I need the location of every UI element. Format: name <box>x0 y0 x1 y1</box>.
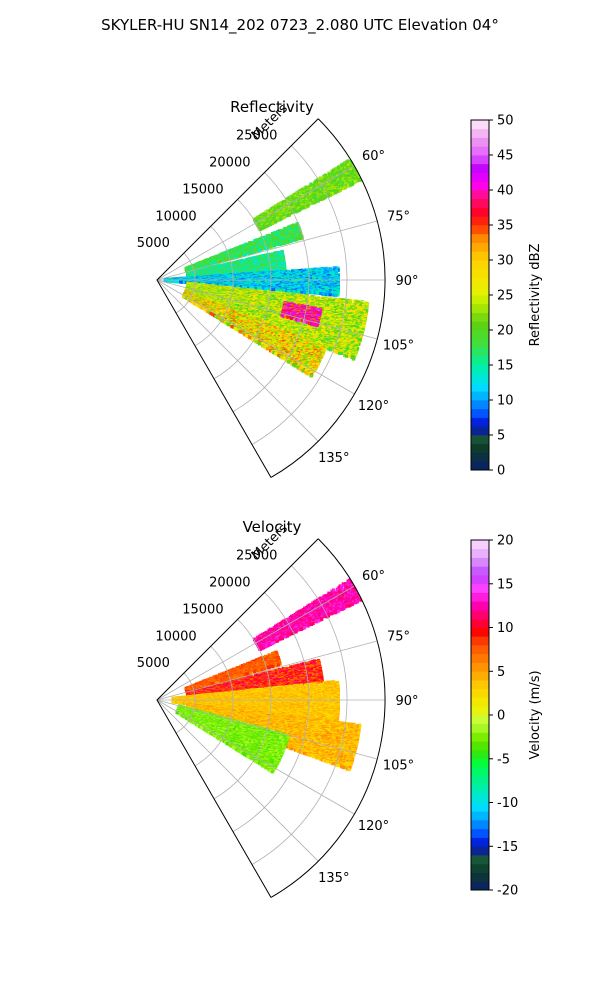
echo-cell <box>282 216 286 220</box>
echo-cell <box>243 252 248 256</box>
echo-cell <box>338 168 342 172</box>
echo-cell <box>328 176 332 180</box>
echo-cell <box>287 213 291 217</box>
echo-cell <box>306 204 310 208</box>
echo-cell <box>295 238 299 242</box>
echo-cell <box>258 248 262 252</box>
echo-cell <box>347 160 351 164</box>
echo-cell <box>313 201 317 205</box>
echo-cell <box>337 166 341 170</box>
echo-cell <box>269 245 273 249</box>
echo-cell <box>297 208 302 212</box>
echo-cell <box>304 193 308 197</box>
echo-cell <box>328 181 332 185</box>
panel-0: Reflectivity60°75°90°105°120°135°5000100… <box>137 98 543 479</box>
echo-cell <box>352 170 357 174</box>
echo-cell <box>273 244 277 248</box>
echo-cell <box>324 174 328 178</box>
echo-cell <box>343 186 348 190</box>
echo-cell <box>339 169 343 174</box>
echo-cell <box>305 194 309 198</box>
echo-cell <box>279 217 283 221</box>
echo-cell <box>316 199 320 203</box>
echo-cell <box>274 220 278 224</box>
echo-cell <box>323 196 327 200</box>
echo-cell <box>289 239 293 243</box>
echo-cell <box>334 179 338 183</box>
echo-cell <box>338 188 342 192</box>
echo-cell <box>335 171 340 175</box>
figure-title: SKYLER-HU SN14_202 0723_2.080 UTC Elevat… <box>0 16 600 34</box>
echo-cell <box>350 182 354 186</box>
echo-cell <box>309 182 313 186</box>
echo-cell <box>298 197 302 201</box>
echo-cell <box>340 174 344 178</box>
